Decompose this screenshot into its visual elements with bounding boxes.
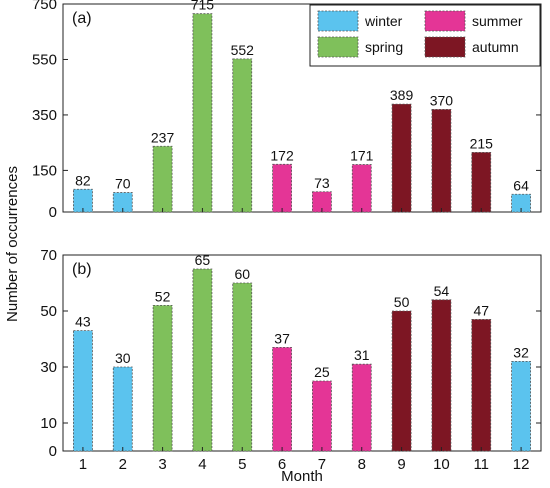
legend-swatch-spring: [317, 36, 359, 58]
legend-swatch-winter: [317, 10, 359, 32]
x-tick-label: 6: [278, 456, 286, 473]
data-label: 215: [470, 135, 494, 151]
bar-month-10: [431, 108, 452, 213]
bar-month-6: [272, 163, 292, 213]
panel-label: (a): [72, 10, 92, 27]
data-label: 25: [314, 364, 330, 380]
y-tick-label: 550: [32, 51, 57, 68]
bar-month-8: [351, 164, 372, 213]
bar-month-12: [511, 360, 531, 452]
x-tick-label: 4: [198, 456, 206, 473]
data-label: 54: [434, 283, 450, 299]
bar-month-7: [312, 380, 332, 452]
bar-month-3: [152, 145, 173, 213]
bar-month-5: [232, 58, 253, 213]
data-label: 389: [390, 87, 414, 103]
data-label: 50: [394, 294, 410, 310]
bar-month-8: [351, 363, 372, 452]
panel-label: (b): [72, 261, 92, 278]
bar-month-5: [232, 282, 253, 452]
bar-month-11: [471, 318, 492, 452]
x-tick-label: 9: [397, 456, 405, 473]
data-label: 715: [191, 0, 215, 13]
y-tick-label: 30: [40, 359, 57, 376]
y-tick-label: 0: [49, 204, 57, 221]
bar-month-1: [73, 188, 93, 213]
data-label: 552: [231, 42, 255, 58]
data-label: 370: [430, 92, 454, 108]
x-tick-label: 11: [473, 456, 489, 473]
bar-month-9: [391, 310, 412, 452]
y-tick-label: 50: [40, 303, 57, 320]
y-tick-label: 750: [32, 0, 57, 13]
bar-month-4: [192, 13, 213, 213]
bar-month-11: [471, 151, 492, 213]
bar-month-2: [112, 192, 133, 213]
x-tick-label: 10: [433, 456, 450, 473]
legend-swatch-autumn: [424, 36, 466, 58]
bar-month-3: [152, 304, 173, 452]
bar-month-4: [192, 268, 213, 452]
data-label: 32: [513, 344, 529, 360]
y-tick-label: 350: [32, 107, 57, 124]
legend-swatch-summer: [424, 10, 466, 32]
x-tick-label: 3: [158, 456, 166, 473]
bar-month-9: [391, 103, 412, 213]
bar-month-7: [312, 191, 332, 213]
data-label: 82: [75, 172, 91, 188]
x-tick-label: 8: [358, 456, 366, 473]
y-tick-label: 0: [49, 443, 57, 460]
data-label: 60: [234, 266, 250, 282]
data-label: 31: [354, 347, 370, 363]
plot-frame: [62, 254, 542, 452]
data-label: 73: [314, 175, 330, 191]
data-label: 30: [115, 350, 131, 366]
x-tick-label: 2: [119, 456, 127, 473]
bar-month-2: [112, 366, 133, 452]
y-tick-label: 150: [32, 162, 57, 179]
y-axis-title: Number of occurrences: [4, 166, 21, 322]
data-label: 52: [155, 288, 171, 304]
data-label: 65: [195, 252, 211, 268]
legend-label-spring: spring: [365, 39, 403, 55]
x-tick-label: 1: [79, 456, 87, 473]
y-tick-label: 10: [40, 415, 57, 432]
data-label: 47: [473, 302, 489, 318]
y-tick-label: 70: [40, 247, 57, 264]
legend: winter summer spring autumn: [309, 4, 541, 67]
data-label: 37: [274, 330, 290, 346]
data-label: 43: [75, 314, 91, 330]
panel-a: (a) 0 150 350 550 750 82 70 237 715 552 172 73 171 389…: [32, 0, 542, 221]
x-tick-label: 12: [513, 456, 530, 473]
bar-month-1: [73, 330, 93, 452]
data-label: 171: [350, 148, 374, 164]
data-label: 237: [151, 129, 175, 145]
legend-label-autumn: autumn: [472, 39, 519, 55]
x-tick-label: 7: [318, 456, 326, 473]
x-axis-title: Month: [281, 468, 323, 485]
legend-label-winter: winter: [364, 13, 403, 29]
data-label: 64: [513, 177, 529, 193]
data-label: 70: [115, 176, 131, 192]
bar-month-6: [272, 346, 292, 452]
x-tick-label: 5: [238, 456, 246, 473]
bar-month-10: [431, 299, 452, 452]
legend-label-summer: summer: [472, 13, 523, 29]
data-label: 172: [270, 147, 294, 163]
plot-frame: [62, 3, 542, 213]
